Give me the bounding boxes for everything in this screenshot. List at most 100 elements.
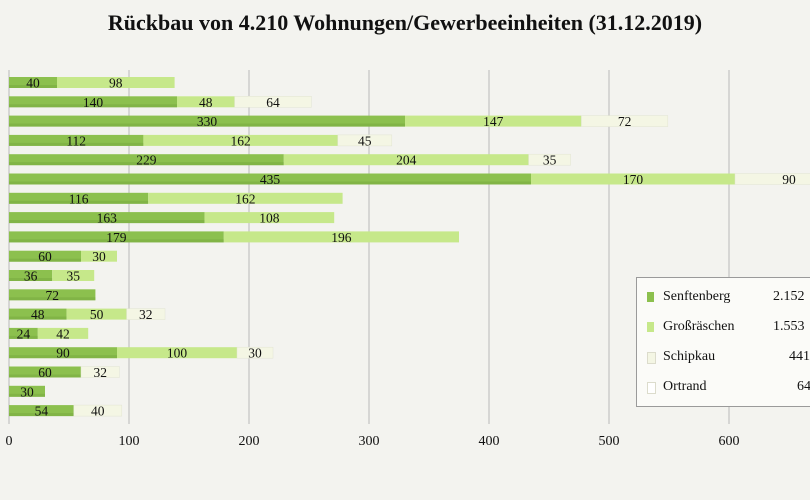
bar-segment	[531, 173, 735, 185]
legend-total: 64	[797, 379, 810, 394]
bar-label: 30	[248, 346, 262, 361]
bar-label: 48	[199, 95, 213, 110]
bar-segment	[9, 192, 149, 204]
bar-shade	[9, 85, 57, 88]
bar-label: 179	[106, 230, 127, 245]
bar-shade	[9, 162, 284, 166]
bar-segment	[9, 231, 224, 243]
legend-swatch-schipkau	[647, 352, 656, 364]
bar-label: 112	[66, 133, 86, 148]
x-tick-label: 200	[239, 434, 260, 449]
bar-label: 162	[235, 191, 255, 206]
legend-item-grossraeschen: Großräschen 1.553	[637, 316, 810, 340]
bar-segment	[9, 385, 45, 397]
bar-label: 100	[167, 346, 188, 361]
bar-label: 45	[358, 133, 372, 148]
bar-label: 32	[93, 365, 107, 380]
bar-label: 35	[543, 153, 557, 168]
x-tick-label: 0	[6, 434, 13, 449]
bar-label: 42	[56, 326, 70, 341]
x-axis-ticks: 0 100 200 300 400 500 600	[6, 434, 740, 449]
bar-segment	[223, 231, 459, 243]
bar-label: 40	[26, 76, 40, 91]
bar-label: 72	[618, 114, 632, 129]
legend-item-senftenberg: Senftenberg 2.152	[637, 286, 810, 310]
bar-label: 147	[483, 114, 504, 129]
legend-label: Schipkau	[663, 349, 716, 364]
bar-shade	[9, 374, 81, 378]
bar-segment	[73, 404, 123, 417]
bar-segment	[117, 347, 237, 359]
bar-segment	[9, 115, 405, 127]
bar-segment	[66, 308, 127, 320]
x-tick-label: 300	[359, 434, 380, 449]
bar-segment	[80, 366, 120, 378]
bar-segment	[126, 308, 166, 320]
bar-segment	[81, 250, 117, 262]
bar-label: 72	[45, 288, 59, 303]
bar-segment	[9, 405, 74, 417]
bar-segment	[204, 212, 335, 224]
legend-label: Großräschen	[663, 319, 735, 334]
bar-shade	[9, 335, 38, 339]
x-tick-label: 400	[479, 434, 500, 449]
legend-label: Senftenberg	[663, 289, 731, 304]
x-tick-label: 600	[719, 434, 740, 449]
bar-segment	[283, 154, 529, 166]
bar-shade	[9, 239, 224, 243]
bar-label: 108	[259, 211, 280, 226]
legend-total: 2.152	[773, 289, 805, 304]
bar-label: 90	[56, 346, 70, 361]
bar-label: 435	[260, 172, 281, 187]
bar-segment	[9, 347, 117, 359]
bar-segment	[9, 270, 53, 281]
bar-label: 204	[396, 153, 417, 168]
legend-label: Ortrand	[663, 379, 707, 394]
bar-shade	[9, 181, 531, 185]
bar-segment	[734, 173, 810, 185]
bar-segment	[9, 212, 205, 224]
bar-label: 116	[69, 191, 89, 206]
bar-shade	[9, 393, 45, 397]
bar-shade	[9, 258, 81, 262]
bar-segment	[234, 96, 312, 108]
legend-total: 1.553	[773, 319, 805, 334]
bar-label: 162	[230, 133, 250, 148]
bar-shade	[9, 413, 74, 417]
legend-item-schipkau: Schipkau 441	[637, 346, 810, 370]
bar-segment	[177, 96, 235, 108]
legend-total: 441	[789, 349, 810, 364]
bar-label: 36	[24, 269, 38, 284]
bar-segment	[52, 270, 95, 281]
bar-label: 98	[109, 76, 123, 91]
legend-item-ortrand: Ortrand 64	[637, 376, 810, 400]
bar-label: 140	[83, 95, 104, 110]
legend-swatch-grossraeschen	[647, 322, 654, 332]
bar-label: 54	[35, 404, 49, 419]
bar-label: 229	[136, 153, 157, 168]
x-tick-label: 500	[599, 434, 620, 449]
bar-label: 35	[66, 269, 80, 284]
bar-segment	[57, 77, 175, 88]
bar-shade	[9, 316, 67, 320]
bar-segment	[9, 173, 531, 185]
bar-label: 60	[38, 365, 52, 380]
bar-segment	[405, 115, 582, 127]
bar-shade	[9, 123, 405, 127]
bar-shade	[9, 355, 117, 359]
bar-label: 30	[92, 249, 106, 264]
bar-label: 60	[38, 249, 52, 264]
bar-segment	[9, 250, 81, 262]
bar-segment	[9, 289, 96, 301]
bars	[9, 77, 810, 417]
bar-segment	[9, 327, 38, 339]
bar-segment	[148, 192, 343, 204]
bar-label: 64	[266, 95, 280, 110]
bar-shade	[9, 278, 53, 281]
bar-shade	[9, 220, 205, 224]
x-tick-label: 100	[119, 434, 140, 449]
bar-label: 30	[20, 384, 34, 399]
chart-title: Rückbau von 4.210 Wohnungen/Gewerbeeinhe…	[107, 10, 703, 35]
bar-label: 32	[139, 307, 153, 322]
